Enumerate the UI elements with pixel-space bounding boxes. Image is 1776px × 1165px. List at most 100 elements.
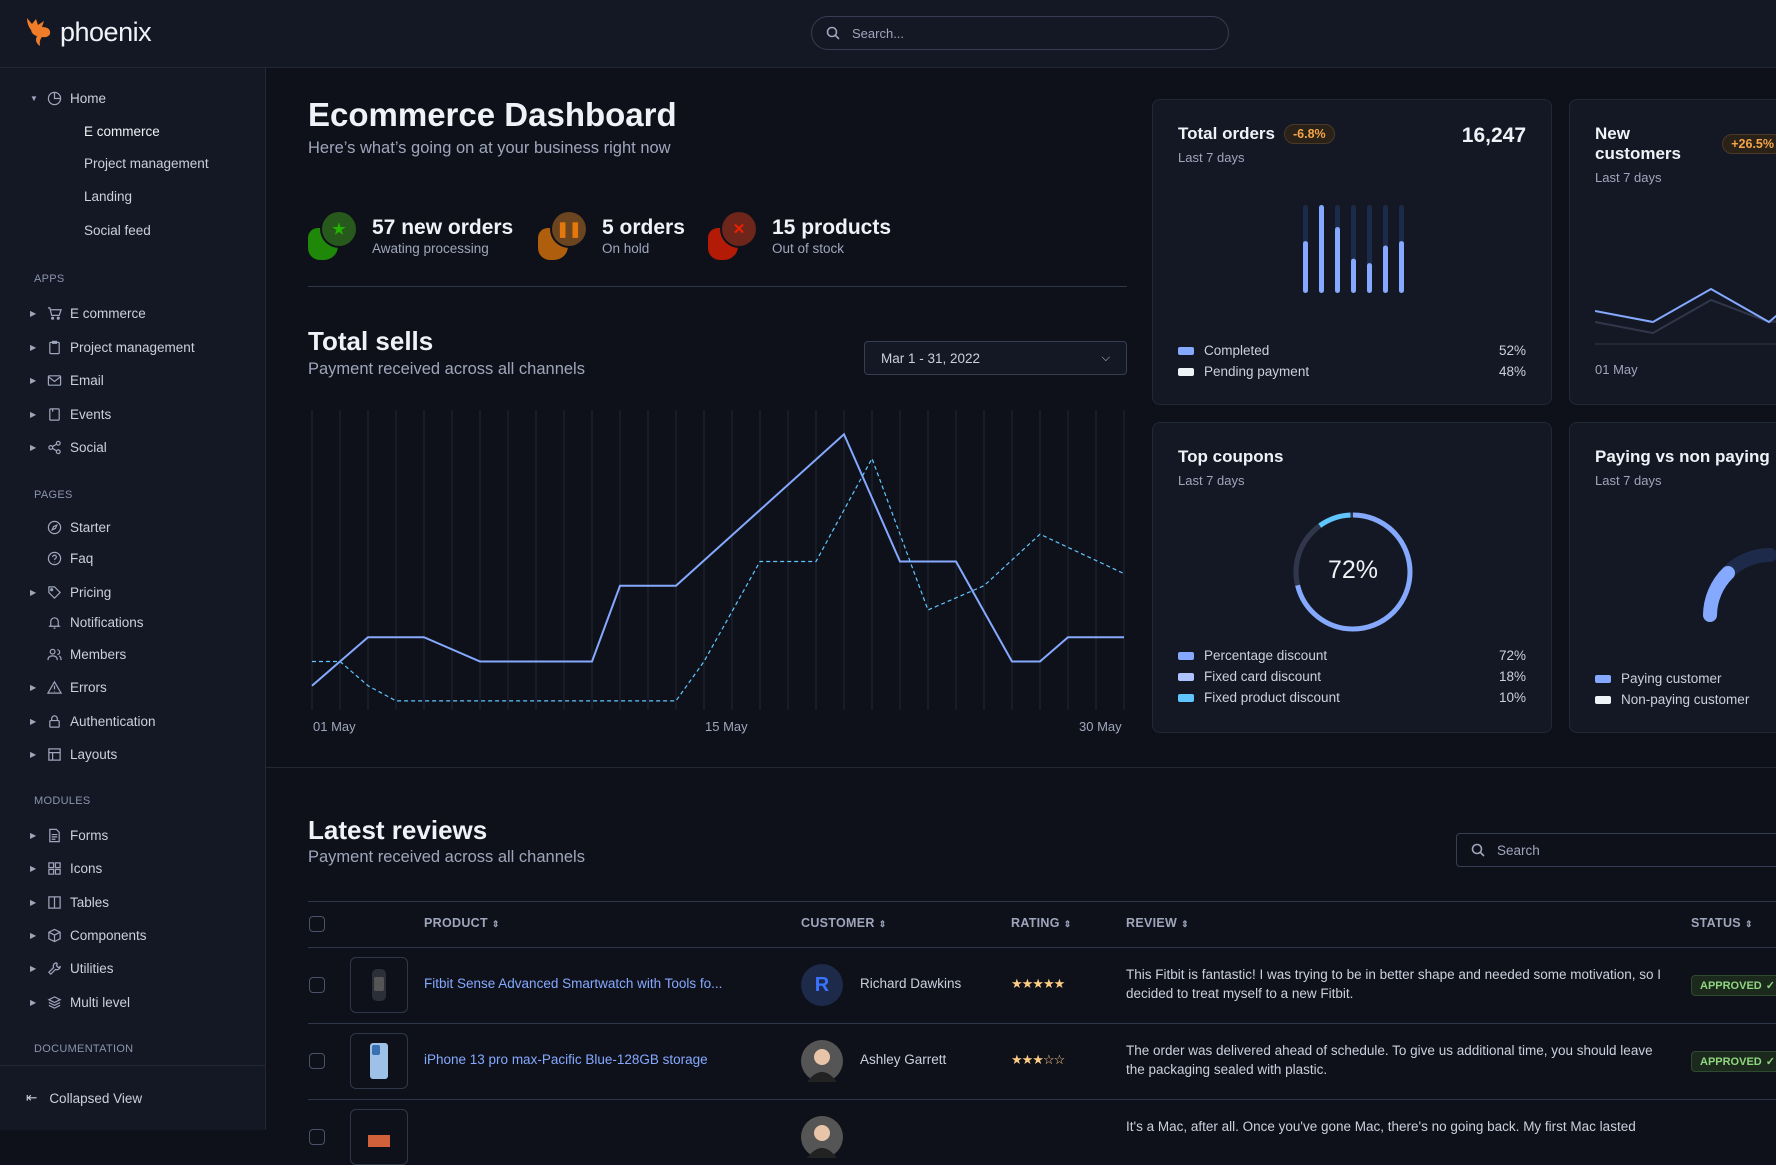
customer-name[interactable]: Richard Dawkins (860, 976, 962, 991)
tool-icon (46, 960, 62, 976)
legend-label: Pending payment (1204, 364, 1310, 379)
legend-swatch (1178, 346, 1194, 355)
caret-right-icon: ▶ (30, 931, 37, 941)
row-checkbox[interactable] (309, 977, 325, 993)
caret-right-icon: ▶ (30, 717, 37, 727)
row-checkbox[interactable] (309, 1129, 325, 1145)
status-label: APPROVED (1700, 1056, 1762, 1068)
sidebar-item-notifications[interactable]: Notifications (30, 613, 144, 633)
sidebar-item-components[interactable]: ▶ Components (30, 926, 147, 946)
sidebar-item-members[interactable]: Members (30, 645, 126, 665)
sidebar-item-home[interactable]: ▼ Home (30, 89, 106, 109)
donut-slice (1293, 512, 1413, 632)
share-icon (46, 439, 62, 455)
reviews-search[interactable]: Search (1456, 833, 1776, 867)
collapse-view-button[interactable]: ⇤ Collapsed View (0, 1065, 266, 1130)
customer-name[interactable]: Ashley Garrett (860, 1052, 947, 1067)
caret-down-icon: ▼ (30, 94, 38, 104)
sidebar-item-starter[interactable]: Starter (30, 518, 111, 538)
legend-swatch (1178, 693, 1194, 702)
column-header-review[interactable]: REVIEW ⇕ (1126, 916, 1189, 930)
sidebar-item-errors[interactable]: ▶ Errors (30, 678, 107, 698)
legend-item: Completed 52% (1178, 343, 1526, 358)
sidebar-item-label: Faq (70, 550, 94, 566)
select-all-checkbox[interactable] (309, 916, 325, 932)
rating-stars: ★★★☆☆ (1011, 1052, 1065, 1067)
sidebar-item-pricing[interactable]: ▶ Pricing (30, 582, 111, 602)
card-title: Total orders (1178, 124, 1275, 143)
stat-badge: ❚❚ (538, 212, 590, 260)
sidebar-item-forms[interactable]: ▶ Forms (30, 826, 108, 846)
sidebar-item-label: Errors (70, 680, 107, 696)
layout-icon (46, 746, 62, 762)
column-header-label: CUSTOMER (801, 916, 875, 930)
column-header-status[interactable]: STATUS ⇕ (1691, 916, 1753, 930)
sidebar-item-tables[interactable]: ▶ Tables (30, 893, 109, 913)
help-icon (46, 550, 62, 566)
bar (1383, 245, 1388, 293)
reviews-title: Latest reviews (308, 815, 488, 845)
bar (1399, 241, 1404, 293)
caret-right-icon: ▶ (30, 343, 37, 353)
sidebar-subitem[interactable]: Social feed (84, 223, 151, 239)
sidebar-subitem[interactable]: E commerce (84, 123, 160, 139)
sidebar-item-label: Home (70, 91, 107, 107)
column-header-rating[interactable]: RATING ⇕ (1011, 916, 1072, 930)
legend-value: 48% (1498, 364, 1526, 379)
sidebar-item-label: E commerce (70, 306, 146, 322)
caret-right-icon: ▶ (30, 442, 37, 452)
product-thumbnail (350, 957, 408, 1013)
column-header-product[interactable]: PRODUCT ⇕ (424, 916, 500, 930)
sidebar-item-email[interactable]: ▶ Email (30, 371, 104, 391)
tag-icon (46, 584, 62, 600)
new-customers-card: New customers +26.5% Last 7 days 01 May (1569, 99, 1776, 405)
row-checkbox[interactable] (309, 1053, 325, 1069)
caret-right-icon: ▶ (30, 963, 37, 973)
sidebar-subitem[interactable]: Project management (84, 156, 209, 172)
caret-right-icon: ▶ (30, 587, 37, 597)
sidebar-item-label: Tables (70, 895, 110, 911)
series-line-dashed (312, 457, 1125, 702)
page-subtitle: Here’s what’s going on at your business … (308, 139, 671, 157)
sidebar-item-authentication[interactable]: ▶ Authentication (30, 712, 156, 732)
search-icon (1471, 843, 1485, 857)
sidebar-item-events[interactable]: ▶ Events (30, 405, 111, 425)
column-header-label: REVIEW (1126, 916, 1178, 930)
table-top-border (308, 901, 1776, 902)
x-tick-label: 15 May (705, 719, 748, 734)
sidebar-item-e-commerce[interactable]: ▶ E commerce (30, 304, 146, 324)
sidebar-item-layouts[interactable]: ▶ Layouts (30, 744, 117, 764)
donut-slice (1293, 512, 1413, 632)
customer-avatar: R (801, 964, 843, 1006)
sidebar-item-label: Events (70, 407, 112, 423)
sidebar-item-faq[interactable]: Faq (30, 548, 93, 568)
legend-value: 18% (1498, 669, 1526, 684)
x-icon: ✕ (722, 212, 756, 246)
sidebar-item-icons[interactable]: ▶ Icons (30, 859, 102, 879)
section-divider (266, 767, 1776, 768)
product-thumbnail (350, 1109, 408, 1165)
sidebar-item-label: Members (70, 647, 127, 663)
sidebar-item-project-management[interactable]: ▶ Project management (30, 338, 195, 358)
reviews-search-input[interactable]: Search (1497, 842, 1540, 858)
stat-badge: ✕ (708, 212, 760, 260)
sort-icon: ⇕ (1744, 919, 1753, 929)
card-subtitle: Last 7 days (1178, 473, 1245, 488)
pie-icon (46, 91, 62, 107)
caret-right-icon: ▶ (30, 997, 37, 1007)
search-input[interactable]: Search... (852, 25, 905, 41)
global-search[interactable]: Search... (811, 16, 1229, 50)
column-header-customer[interactable]: CUSTOMER ⇕ (801, 916, 887, 930)
date-range-select[interactable]: Mar 1 - 31, 2022 ⌵ (864, 341, 1127, 375)
sidebar-item-multi-level[interactable]: ▶ Multi level (30, 992, 130, 1012)
product-link[interactable]: Fitbit Sense Advanced Smartwatch with To… (424, 976, 723, 991)
legend-value: 72% (1498, 648, 1526, 663)
product-link[interactable]: iPhone 13 pro max-Pacific Blue-128GB sto… (424, 1052, 708, 1067)
sidebar-subitem[interactable]: Landing (84, 189, 133, 205)
sidebar-item-utilities[interactable]: ▶ Utilities (30, 958, 114, 978)
card-subtitle: Last 7 days (1178, 150, 1245, 165)
sidebar-item-social[interactable]: ▶ Social (30, 437, 107, 457)
rating-stars: ★★★★★ (1011, 976, 1065, 991)
row-divider (308, 1099, 1776, 1100)
brand-logo[interactable]: phoenix (24, 16, 152, 48)
